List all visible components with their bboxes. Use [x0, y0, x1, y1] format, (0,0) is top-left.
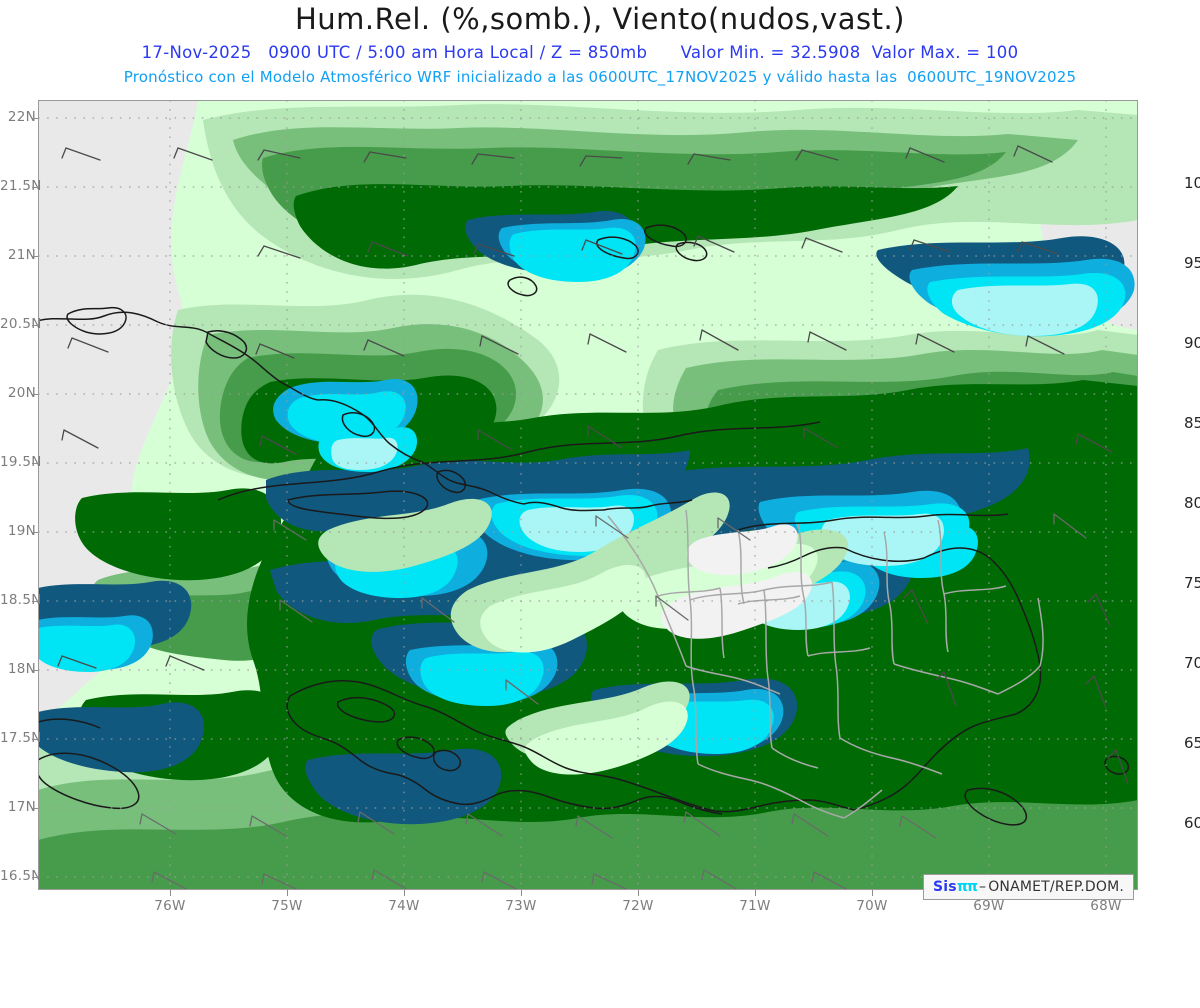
colorbar-tick-label: 90	[1184, 334, 1200, 352]
lon-tick-mark	[287, 890, 288, 896]
colorbar-tick-label: 70	[1184, 654, 1200, 672]
map-plot-area	[38, 100, 1138, 890]
lon-tick-mark	[872, 890, 873, 896]
colorbar-tick-label: 60	[1184, 814, 1200, 832]
lon-tick-mark	[404, 890, 405, 896]
lon-tick-label: 73W	[505, 898, 537, 914]
lat-tick-mark	[32, 532, 38, 533]
lon-tick-label: 72W	[622, 898, 654, 914]
logo-org-text: ONAMET/REP.DOM.	[988, 879, 1125, 895]
lat-tick-label: 16.5N	[0, 868, 42, 884]
province-border-layer	[607, 509, 1044, 819]
lon-tick-label: 74W	[388, 898, 420, 914]
lat-tick-label: 17N	[7, 799, 36, 815]
chart-header: Hum.Rel. (%,somb.), Viento(nudos,vast.) …	[0, 0, 1200, 95]
lon-tick-label: 69W	[973, 898, 1005, 914]
lat-tick-label: 18.5N	[0, 592, 42, 608]
lat-tick-mark	[32, 187, 38, 188]
lat-tick-mark	[32, 325, 38, 326]
lon-tick-mark	[521, 890, 522, 896]
page-title: Hum.Rel. (%,somb.), Viento(nudos,vast.)	[295, 2, 905, 36]
lat-tick-mark	[32, 877, 38, 878]
header-info-line: 17-Nov-2025 0900 UTC / 5:00 am Hora Loca…	[141, 43, 1019, 62]
lon-tick-mark	[638, 890, 639, 896]
header-model-line: Pronóstico con el Modelo Atmosférico WRF…	[123, 68, 1077, 86]
logo-pi-icon: ππ	[956, 879, 978, 895]
lat-tick-mark	[32, 463, 38, 464]
lat-tick-mark	[32, 601, 38, 602]
colorbar-tick-label: 100	[1184, 174, 1200, 192]
contour-fill-layer	[38, 100, 1138, 890]
lat-tick-label: 20.5N	[0, 316, 42, 332]
lat-tick-label: 21.5N	[0, 178, 42, 194]
lon-tick-label: 75W	[271, 898, 303, 914]
lat-tick-label: 17.5N	[0, 730, 42, 746]
lat-tick-mark	[32, 739, 38, 740]
logo-dash: –	[978, 879, 987, 895]
colorbar-tick-label: 85	[1184, 414, 1200, 432]
lon-tick-mark	[170, 890, 171, 896]
colorbar-tick-label: 95	[1184, 254, 1200, 272]
colorbar-tick-label: 80	[1184, 494, 1200, 512]
lat-tick-mark	[32, 808, 38, 809]
wind-barb-layer	[57, 145, 1129, 890]
humidity-contour-map	[38, 100, 1138, 890]
lat-tick-label: 18N	[7, 661, 36, 677]
lon-tick-label: 71W	[739, 898, 771, 914]
lat-tick-mark	[32, 670, 38, 671]
onamet-logo: Sis ππ – ONAMET/REP.DOM.	[923, 874, 1135, 900]
colorbar-tick-label: 65	[1184, 734, 1200, 752]
lat-tick-label: 22N	[7, 109, 36, 125]
lon-tick-mark	[755, 890, 756, 896]
lon-tick-label: 76W	[154, 898, 186, 914]
lon-tick-label: 70W	[856, 898, 888, 914]
lat-tick-mark	[32, 394, 38, 395]
colorbar: 100 95 90 85 80 75 70 65 60	[1152, 103, 1200, 905]
lat-tick-mark	[32, 256, 38, 257]
lat-tick-label: 19N	[7, 523, 36, 539]
lat-tick-label: 20N	[7, 385, 36, 401]
logo-sis-text: Sis	[933, 879, 957, 895]
lon-tick-label: 68W	[1090, 898, 1122, 914]
lat-tick-label: 19.5N	[0, 454, 42, 470]
lat-tick-label: 21N	[7, 247, 36, 263]
gridline-layer	[38, 100, 1138, 890]
coastline-layer	[38, 224, 1130, 826]
lat-tick-mark	[32, 118, 38, 119]
colorbar-tick-label: 75	[1184, 574, 1200, 592]
